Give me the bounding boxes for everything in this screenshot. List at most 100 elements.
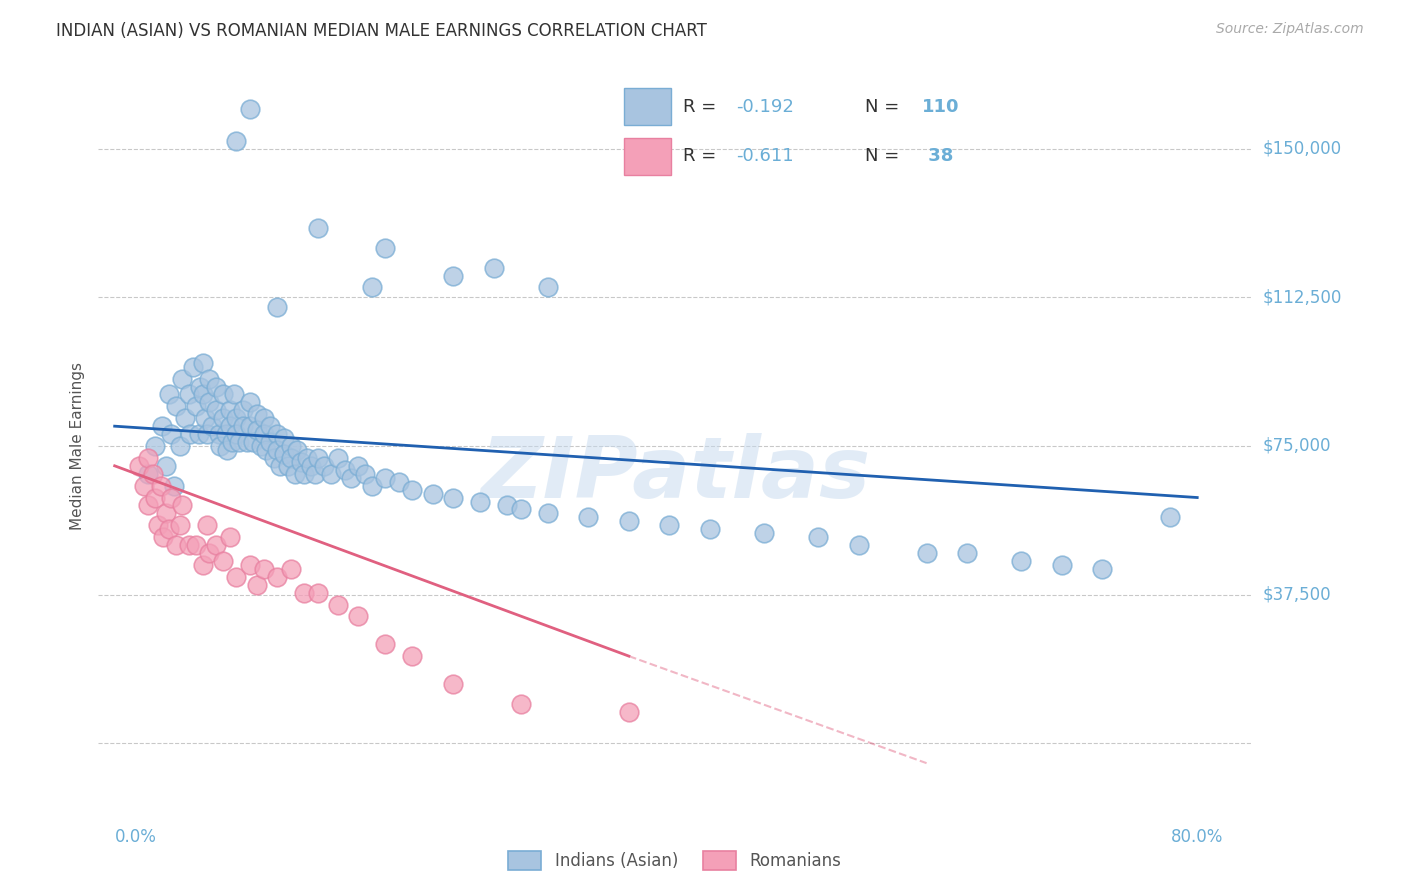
Point	[194, 411, 217, 425]
Point	[198, 395, 221, 409]
Text: Source: ZipAtlas.com: Source: ZipAtlas.com	[1216, 22, 1364, 37]
Point	[246, 578, 269, 592]
Text: N =: N =	[865, 98, 904, 116]
Point	[208, 427, 231, 442]
Point	[218, 530, 240, 544]
Point	[252, 562, 274, 576]
Point	[1159, 510, 1181, 524]
Point	[401, 483, 423, 497]
Point	[277, 458, 299, 473]
Point	[284, 467, 307, 481]
Point	[1050, 558, 1073, 572]
Point	[128, 458, 150, 473]
Point	[307, 585, 329, 599]
Point	[807, 530, 830, 544]
Point	[188, 379, 211, 393]
Point	[537, 280, 560, 294]
Point	[177, 387, 200, 401]
Text: -0.192: -0.192	[737, 98, 794, 116]
Point	[212, 411, 235, 425]
Point	[266, 442, 288, 457]
Point	[177, 538, 200, 552]
Text: 38: 38	[922, 147, 953, 165]
Point	[307, 450, 329, 465]
Point	[576, 510, 599, 524]
Point	[198, 371, 221, 385]
Point	[242, 435, 264, 450]
Point	[280, 439, 302, 453]
Point	[169, 518, 191, 533]
Point	[246, 407, 269, 421]
Point	[138, 450, 160, 465]
Point	[509, 502, 531, 516]
Text: $150,000: $150,000	[1263, 140, 1341, 158]
Point	[246, 423, 269, 437]
Text: $37,500: $37,500	[1263, 586, 1331, 604]
Point	[209, 439, 232, 453]
Point	[239, 558, 262, 572]
Point	[509, 697, 531, 711]
Point	[263, 450, 285, 465]
Point	[401, 649, 423, 664]
Point	[239, 395, 262, 409]
Point	[956, 546, 979, 560]
Point	[225, 570, 247, 584]
Point	[254, 442, 277, 457]
Point	[215, 442, 238, 457]
Point	[157, 522, 180, 536]
Y-axis label: Median Male Earnings: Median Male Earnings	[70, 362, 86, 530]
Point	[228, 435, 250, 450]
Point	[239, 419, 262, 434]
Point	[205, 379, 228, 393]
Point	[422, 486, 444, 500]
Point	[360, 478, 382, 492]
Point	[232, 403, 254, 417]
Point	[915, 546, 938, 560]
Point	[155, 458, 177, 473]
Point	[273, 431, 295, 445]
Point	[205, 538, 228, 552]
Point	[236, 435, 259, 450]
Text: R =: R =	[683, 98, 723, 116]
Point	[138, 499, 160, 513]
Point	[290, 455, 312, 469]
Point	[225, 427, 247, 442]
Point	[222, 387, 245, 401]
Point	[537, 507, 560, 521]
Point	[212, 387, 235, 401]
Point	[314, 458, 336, 473]
Bar	[624, 88, 671, 126]
Point	[617, 514, 640, 528]
Point	[172, 371, 194, 385]
Point	[249, 439, 271, 453]
Point	[191, 387, 214, 401]
Point	[221, 435, 243, 450]
Point	[340, 471, 363, 485]
Point	[266, 570, 288, 584]
Point	[304, 467, 326, 481]
Point	[360, 280, 382, 294]
Point	[225, 134, 247, 148]
Point	[225, 411, 247, 425]
Point	[441, 268, 464, 283]
Point	[273, 447, 295, 461]
Point	[191, 558, 214, 572]
Point	[214, 427, 236, 442]
Point	[1010, 554, 1032, 568]
Point	[699, 522, 721, 536]
Point	[307, 221, 329, 235]
Text: 0.0%: 0.0%	[115, 828, 156, 846]
Point	[280, 450, 302, 465]
Point	[184, 538, 207, 552]
Point	[195, 518, 218, 533]
Text: 80.0%: 80.0%	[1171, 828, 1223, 846]
Text: N =: N =	[865, 147, 904, 165]
Point	[138, 467, 160, 481]
Point	[160, 427, 183, 442]
Point	[212, 554, 235, 568]
Point	[239, 102, 262, 116]
Point	[181, 359, 204, 374]
Point	[269, 458, 291, 473]
Text: 110: 110	[922, 98, 959, 116]
Point	[347, 458, 370, 473]
